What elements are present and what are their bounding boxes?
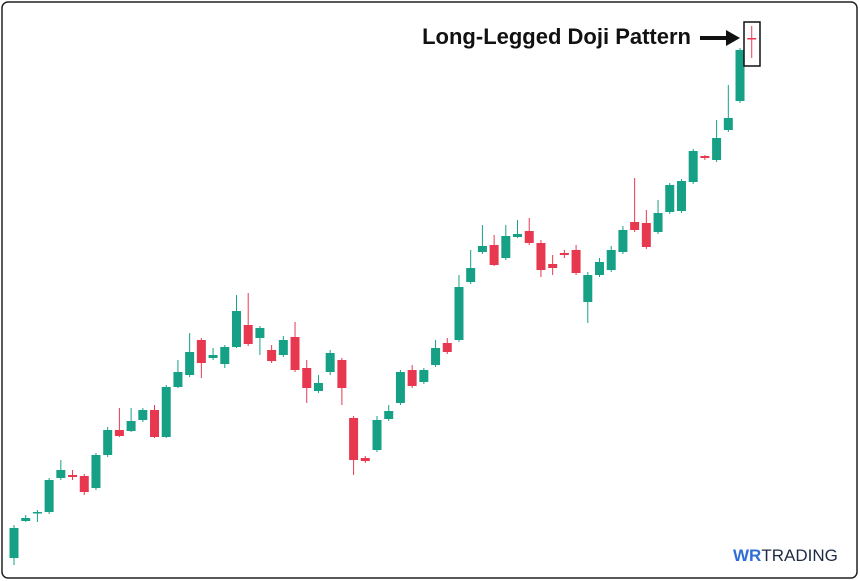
candle-body bbox=[583, 275, 593, 302]
candle-body bbox=[747, 38, 757, 40]
candle-body bbox=[477, 246, 487, 252]
candle-body bbox=[32, 512, 42, 514]
candle-body bbox=[513, 234, 523, 237]
candle-body bbox=[712, 138, 722, 160]
candle-body bbox=[103, 430, 113, 455]
candle-body bbox=[442, 343, 452, 352]
candle-body bbox=[466, 268, 476, 282]
candle-body bbox=[735, 50, 745, 101]
candle-body bbox=[243, 325, 253, 344]
candle-body bbox=[630, 222, 640, 230]
arrow-head bbox=[726, 30, 740, 46]
candle-body bbox=[395, 372, 405, 403]
candle-body bbox=[548, 264, 558, 268]
candle-body bbox=[302, 368, 312, 388]
candle-body bbox=[126, 421, 136, 431]
candle-body bbox=[665, 185, 675, 212]
candle-body bbox=[220, 347, 230, 364]
candle-body bbox=[21, 518, 31, 521]
candle-body bbox=[114, 430, 124, 436]
candles bbox=[9, 26, 757, 565]
highlight-box bbox=[743, 21, 761, 67]
candle-body bbox=[723, 118, 733, 130]
candle-body bbox=[653, 213, 663, 232]
candle-body bbox=[290, 337, 300, 370]
watermark-rest: TRADING bbox=[761, 546, 838, 565]
candle-body bbox=[278, 340, 288, 355]
candle-body bbox=[267, 350, 277, 361]
candle-body bbox=[349, 418, 359, 460]
candle-body bbox=[150, 410, 160, 437]
candle-body bbox=[231, 311, 241, 347]
candle-body bbox=[501, 236, 511, 258]
candle-body bbox=[325, 353, 335, 372]
candle-body bbox=[255, 328, 265, 338]
annotation: Long-Legged Doji Pattern bbox=[422, 24, 691, 49]
candle-body bbox=[9, 528, 19, 558]
candle-body bbox=[337, 360, 347, 388]
candle-body bbox=[372, 420, 382, 450]
candle-body bbox=[185, 352, 195, 375]
candle-body bbox=[161, 387, 171, 437]
candle-body bbox=[313, 383, 323, 391]
watermark: WRTRADING bbox=[733, 546, 838, 565]
candle-body bbox=[56, 470, 66, 478]
watermark-brand: WR bbox=[733, 546, 761, 565]
candle-body bbox=[489, 245, 499, 265]
candle-body bbox=[68, 475, 78, 477]
candle-body bbox=[571, 250, 581, 273]
candle-body bbox=[676, 181, 686, 211]
candle-body bbox=[524, 231, 534, 243]
candle-body bbox=[173, 372, 183, 387]
candle-body bbox=[688, 151, 698, 182]
candle-body bbox=[559, 253, 569, 255]
candle-body bbox=[79, 476, 89, 492]
candle-body bbox=[454, 287, 464, 340]
candle-body bbox=[208, 355, 218, 358]
candle-body bbox=[384, 411, 394, 419]
candle-body bbox=[360, 458, 370, 461]
candle-body bbox=[44, 480, 54, 512]
candle-body bbox=[196, 340, 206, 363]
candle-body bbox=[641, 223, 651, 247]
candle-body bbox=[618, 230, 628, 252]
candle-body bbox=[606, 250, 616, 270]
candle-body bbox=[595, 262, 604, 275]
candle-body bbox=[431, 348, 441, 365]
candle-body bbox=[407, 370, 417, 386]
candle-body bbox=[700, 156, 710, 158]
candle-body bbox=[536, 243, 546, 270]
candle-body bbox=[91, 455, 101, 488]
candle-body bbox=[419, 370, 429, 382]
candle-body bbox=[138, 410, 148, 420]
